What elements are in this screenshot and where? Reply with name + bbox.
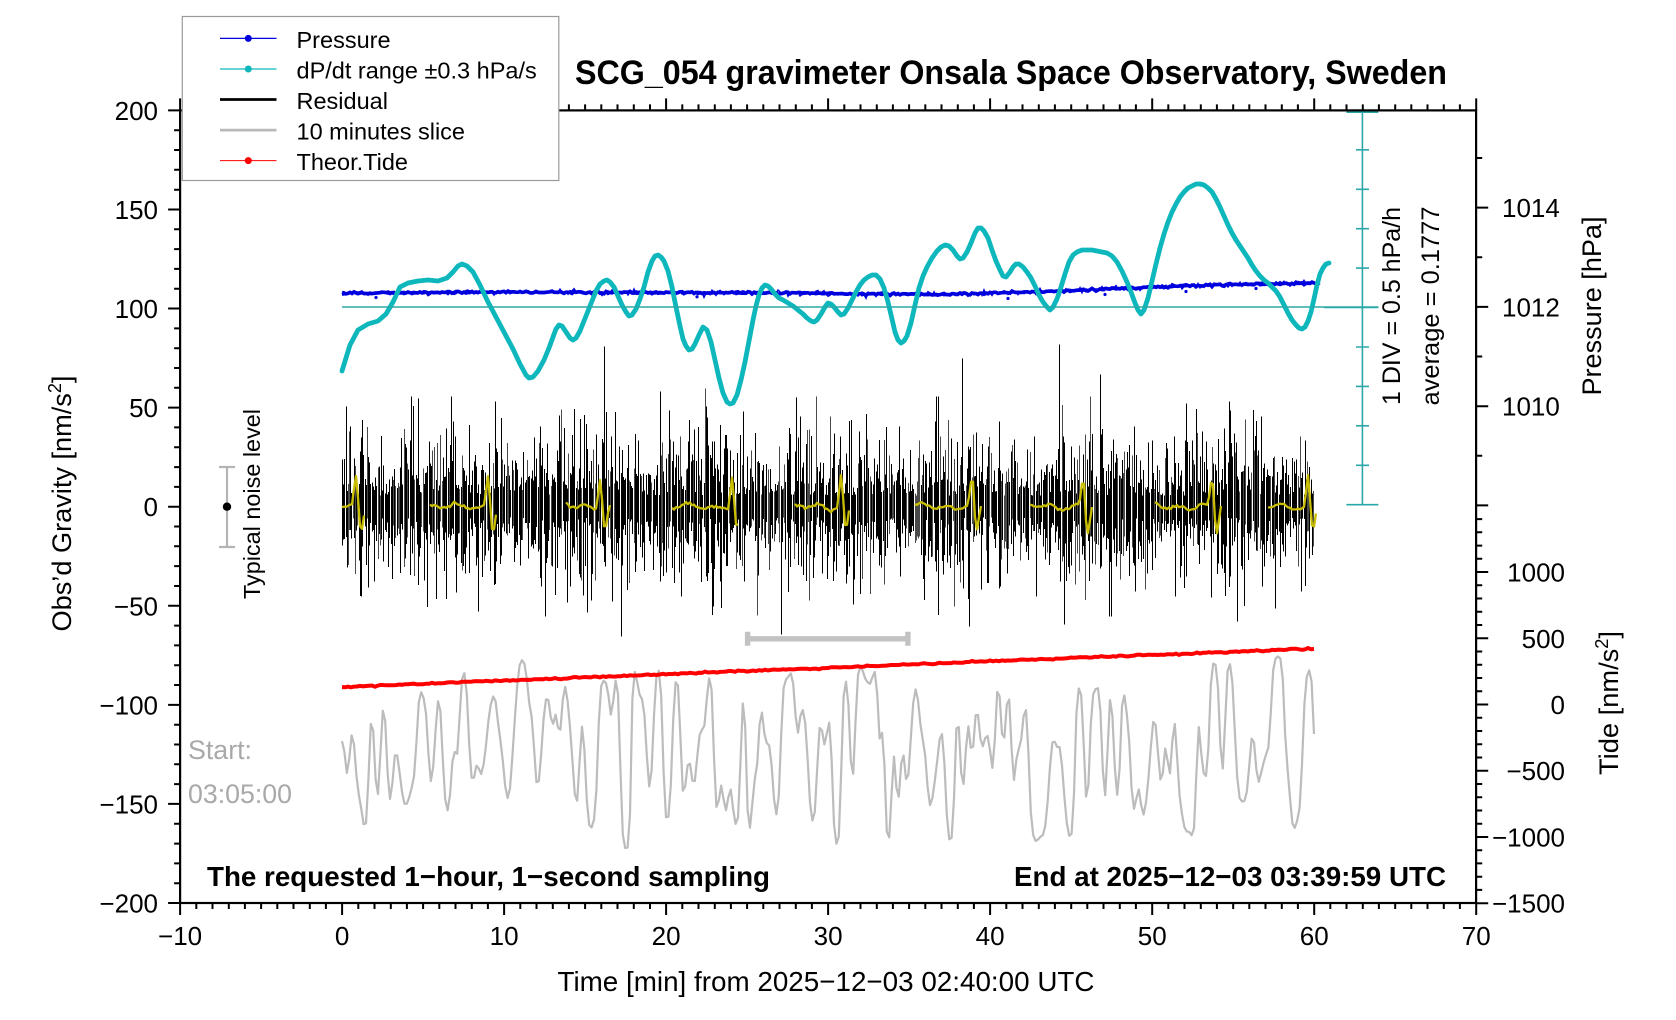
svg-text:10: 10 [490, 921, 519, 951]
svg-text:200: 200 [115, 96, 158, 126]
svg-text:1010: 1010 [1502, 392, 1560, 422]
svg-text:−150: −150 [99, 789, 158, 819]
svg-text:30: 30 [814, 921, 843, 951]
svg-text:0: 0 [144, 492, 158, 522]
svg-text:SCG_054 gravimeter Onsala Spac: SCG_054 gravimeter Onsala Space Observat… [575, 54, 1447, 92]
svg-text:150: 150 [115, 195, 158, 225]
svg-text:Typical noise level: Typical noise level [239, 409, 265, 599]
svg-text:Time [min] from 2025−12−03 02:: Time [min] from 2025−12−03 02:40:00 UTC [558, 966, 1095, 997]
svg-text:10 minutes slice: 10 minutes slice [297, 119, 466, 145]
svg-text:40: 40 [976, 921, 1005, 951]
svg-text:−500: −500 [1506, 756, 1565, 786]
svg-text:Tide [nm/s2]: Tide [nm/s2] [1592, 631, 1624, 775]
svg-text:End at 2025−12−03 03:39:59 UTC: End at 2025−12−03 03:39:59 UTC [1014, 861, 1446, 892]
svg-text:−50: −50 [114, 591, 158, 621]
svg-text:Theor.Tide: Theor.Tide [297, 149, 408, 175]
svg-text:Start:: Start: [188, 735, 252, 765]
svg-text:50: 50 [1138, 921, 1167, 951]
svg-text:1014: 1014 [1502, 193, 1560, 223]
svg-text:Obs’d Gravity [nm/s2]: Obs’d Gravity [nm/s2] [45, 375, 77, 631]
svg-text:100: 100 [115, 294, 158, 324]
svg-text:average = 0.1777: average = 0.1777 [1417, 207, 1445, 406]
svg-text:−10: −10 [158, 921, 202, 951]
svg-text:0: 0 [1551, 690, 1565, 720]
svg-text:70: 70 [1462, 921, 1491, 951]
svg-text:−1500: −1500 [1492, 889, 1565, 919]
svg-text:50: 50 [129, 393, 158, 423]
svg-text:500: 500 [1522, 624, 1565, 654]
svg-text:1000: 1000 [1507, 558, 1565, 588]
svg-text:60: 60 [1300, 921, 1329, 951]
svg-text:03:05:00: 03:05:00 [188, 779, 292, 809]
svg-text:1012: 1012 [1502, 292, 1560, 322]
svg-text:−100: −100 [99, 690, 158, 720]
svg-text:−200: −200 [99, 889, 158, 919]
svg-text:Pressure [hPa]: Pressure [hPa] [1577, 217, 1607, 396]
svg-text:dP/dt range ±0.3 hPa/s: dP/dt range ±0.3 hPa/s [297, 58, 537, 84]
svg-text:0: 0 [335, 921, 349, 951]
svg-text:20: 20 [652, 921, 681, 951]
svg-text:The requested 1−hour, 1−second: The requested 1−hour, 1−second sampling [207, 861, 770, 892]
svg-text:−1000: −1000 [1492, 823, 1565, 853]
svg-text:Residual: Residual [297, 88, 388, 114]
svg-text:Pressure: Pressure [297, 27, 391, 53]
svg-text:1 DIV = 0.5 hPa/h: 1 DIV = 0.5 hPa/h [1378, 207, 1406, 405]
